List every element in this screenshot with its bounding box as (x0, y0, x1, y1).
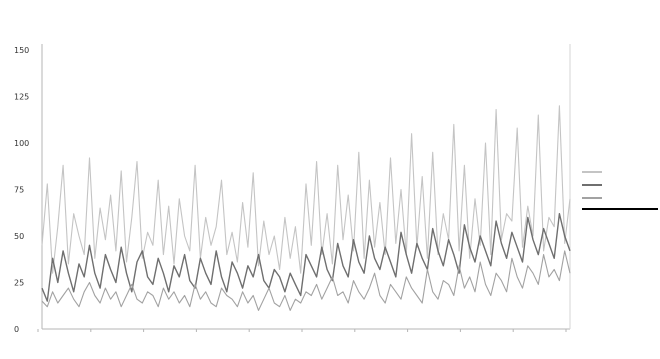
series-layer (41, 105, 571, 311)
series-line-2 (41, 212, 571, 302)
series-line-3 (41, 250, 571, 311)
y-tick-label: 150 (14, 46, 29, 55)
tick-labels: 0 25 50 75 100 125 150 (14, 46, 567, 334)
y-tick-label: 50 (14, 232, 24, 241)
y-tick-label: 75 (14, 186, 24, 195)
chart-axes (41, 44, 571, 330)
series-line-1 (41, 105, 571, 274)
legend-box (580, 160, 658, 216)
y-tick-label: 125 (14, 93, 29, 102)
y-tick-label: 25 (14, 279, 24, 288)
y-tick-label: 100 (14, 139, 29, 148)
y-tick-label: 0 (14, 325, 19, 334)
chart-legend (580, 160, 658, 216)
